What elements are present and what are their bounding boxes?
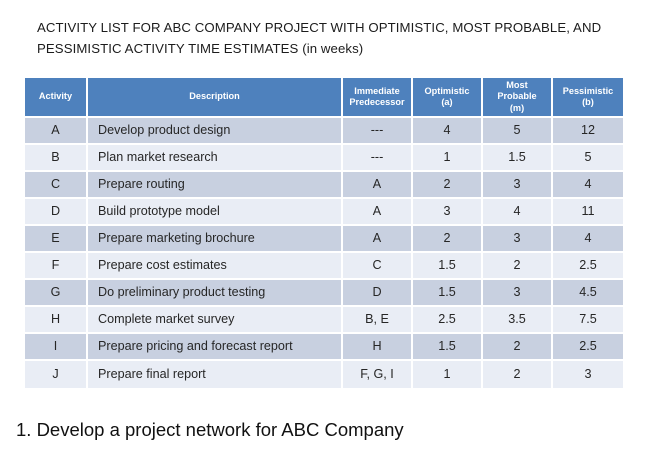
column-header-activity-line-1: Activity xyxy=(38,91,73,102)
cell-pessimistic: 11 xyxy=(553,199,623,226)
cell-activity: A xyxy=(25,118,88,145)
column-header-most-probable-line-3: (m) xyxy=(509,102,525,113)
table-row: F Prepare cost estimates C 1.5 2 2.5 xyxy=(25,253,623,280)
cell-description: Plan market research xyxy=(88,145,343,172)
cell-pessimistic: 4 xyxy=(553,172,623,199)
column-header-immediate-predecessor: Immediate Predecessor xyxy=(343,78,413,118)
column-header-optimistic: Optimistic (a) xyxy=(413,78,483,118)
cell-optimistic: 1 xyxy=(413,145,483,172)
activity-list-table: Activity Description Immediate Predecess… xyxy=(25,78,623,388)
table-row: H Complete market survey B, E 2.5 3.5 7.5 xyxy=(25,307,623,334)
cell-activity: F xyxy=(25,253,88,280)
cell-activity: G xyxy=(25,280,88,307)
cell-most-probable: 3 xyxy=(483,226,553,253)
column-header-pessimistic-line-2: (b) xyxy=(582,97,594,107)
cell-activity: C xyxy=(25,172,88,199)
cell-immediate-predecessor: F, G, I xyxy=(343,361,413,388)
cell-immediate-predecessor: H xyxy=(343,334,413,361)
table-row: E Prepare marketing brochure A 2 3 4 xyxy=(25,226,623,253)
cell-description: Complete market survey xyxy=(88,307,343,334)
cell-optimistic: 2 xyxy=(413,226,483,253)
cell-most-probable: 3 xyxy=(483,280,553,307)
cell-description: Prepare final report xyxy=(88,361,343,388)
page-title-line-1: ACTIVITY LIST FOR ABC COMPANY PROJECT WI… xyxy=(37,20,602,35)
column-header-predecessor-line-1: Immediate xyxy=(354,85,400,96)
cell-activity: J xyxy=(25,361,88,388)
column-header-predecessor-line-2: Predecessor xyxy=(349,97,405,107)
cell-most-probable: 2 xyxy=(483,361,553,388)
cell-most-probable: 2 xyxy=(483,334,553,361)
cell-pessimistic: 5 xyxy=(553,145,623,172)
cell-activity: E xyxy=(25,226,88,253)
cell-pessimistic: 4.5 xyxy=(553,280,623,307)
table-row: G Do preliminary product testing D 1.5 3 4.5 xyxy=(25,280,623,307)
table-row: A Develop product design --- 4 5 12 xyxy=(25,118,623,145)
cell-description: Prepare marketing brochure xyxy=(88,226,343,253)
cell-optimistic: 4 xyxy=(413,118,483,145)
column-header-most-probable: Most Probable (m) xyxy=(483,78,553,118)
column-header-optimistic-line-1: Optimistic xyxy=(424,85,470,96)
cell-optimistic: 3 xyxy=(413,199,483,226)
cell-immediate-predecessor: B, E xyxy=(343,307,413,334)
cell-activity: B xyxy=(25,145,88,172)
cell-immediate-predecessor: C xyxy=(343,253,413,280)
cell-description: Prepare cost estimates xyxy=(88,253,343,280)
page-title: ACTIVITY LIST FOR ABC COMPANY PROJECT WI… xyxy=(37,17,637,59)
cell-pessimistic: 12 xyxy=(553,118,623,145)
cell-most-probable: 1.5 xyxy=(483,145,553,172)
cell-description: Prepare pricing and forecast report xyxy=(88,334,343,361)
cell-description: Build prototype model xyxy=(88,199,343,226)
table-body: A Develop product design --- 4 5 12 B Plan mark… xyxy=(25,118,623,388)
column-header-pessimistic: Pessimistic (b) xyxy=(553,78,623,118)
cell-optimistic: 1.5 xyxy=(413,253,483,280)
table-header-row: Activity Description Immediate Predecess… xyxy=(25,78,623,118)
cell-pessimistic: 2.5 xyxy=(553,334,623,361)
cell-optimistic: 2 xyxy=(413,172,483,199)
cell-most-probable: 3.5 xyxy=(483,307,553,334)
cell-immediate-predecessor: --- xyxy=(343,145,413,172)
cell-optimistic: 2.5 xyxy=(413,307,483,334)
column-header-description: Description xyxy=(88,78,343,118)
cell-description: Prepare routing xyxy=(88,172,343,199)
page-title-line-2: PESSIMISTIC ACTIVITY TIME ESTIMATES (in … xyxy=(37,41,364,56)
cell-pessimistic: 4 xyxy=(553,226,623,253)
cell-optimistic: 1.5 xyxy=(413,280,483,307)
table-row: B Plan market research --- 1 1.5 5 xyxy=(25,145,623,172)
cell-most-probable: 2 xyxy=(483,253,553,280)
column-header-most-probable-line-2: Probable xyxy=(497,91,537,102)
table-row: C Prepare routing A 2 3 4 xyxy=(25,172,623,199)
cell-description: Do preliminary product testing xyxy=(88,280,343,307)
cell-activity: H xyxy=(25,307,88,334)
cell-pessimistic: 3 xyxy=(553,361,623,388)
cell-description: Develop product design xyxy=(88,118,343,145)
cell-pessimistic: 7.5 xyxy=(553,307,623,334)
cell-optimistic: 1 xyxy=(413,361,483,388)
cell-optimistic: 1.5 xyxy=(413,334,483,361)
cell-immediate-predecessor: D xyxy=(343,280,413,307)
table-row: I Prepare pricing and forecast report H 1.5… xyxy=(25,334,623,361)
cell-activity: D xyxy=(25,199,88,226)
cell-most-probable: 3 xyxy=(483,172,553,199)
table-row: D Build prototype model A 3 4 11 xyxy=(25,199,623,226)
column-header-description-line-1: Description xyxy=(189,91,240,102)
column-header-most-probable-line-1: Most xyxy=(506,79,528,90)
question-text: 1. Develop a project network for ABC Com… xyxy=(16,419,404,440)
cell-immediate-predecessor: A xyxy=(343,172,413,199)
cell-immediate-predecessor: --- xyxy=(343,118,413,145)
table-header: Activity Description Immediate Predecess… xyxy=(25,78,623,118)
cell-activity: I xyxy=(25,334,88,361)
column-header-pessimistic-line-1: Pessimistic xyxy=(562,85,614,96)
cell-immediate-predecessor: A xyxy=(343,226,413,253)
column-header-activity: Activity xyxy=(25,78,88,118)
cell-immediate-predecessor: A xyxy=(343,199,413,226)
cell-pessimistic: 2.5 xyxy=(553,253,623,280)
column-header-optimistic-line-2: (a) xyxy=(441,97,453,107)
cell-most-probable: 5 xyxy=(483,118,553,145)
cell-most-probable: 4 xyxy=(483,199,553,226)
